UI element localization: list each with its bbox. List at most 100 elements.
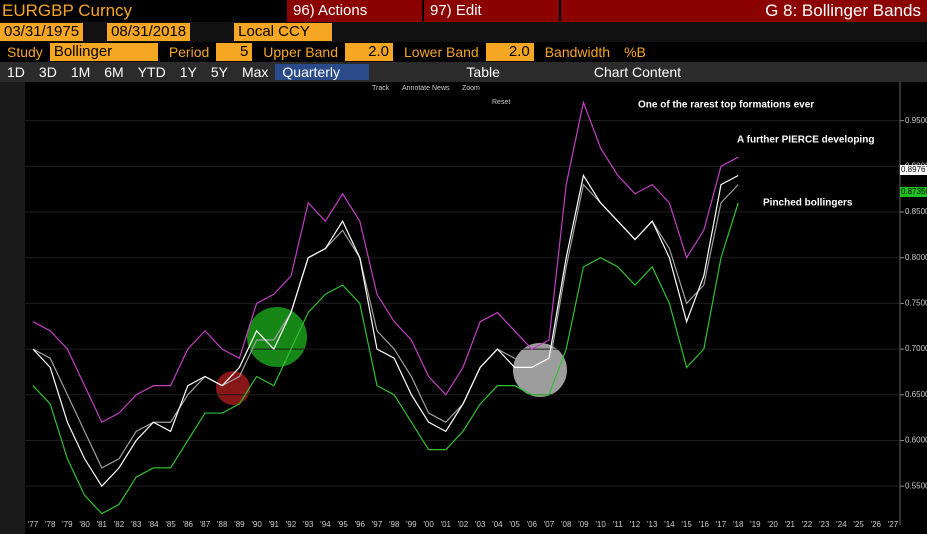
header-row: EURGBP Curncy 96) Actions 97) Edit G 8: … [0,0,927,22]
x-tick-label: '92 [286,520,297,529]
x-tick-label: '93 [303,520,314,529]
series-line [32,202,739,515]
y-tick-label: 0.85000 [905,207,927,216]
field[interactable]: Bollinger [49,43,158,61]
toolbar-button[interactable]: 1M [70,64,91,80]
x-tick-label: '08 [561,520,572,529]
series-line [32,183,739,469]
x-tick-label: '87 [200,520,211,529]
x-tick-label: '26 [871,520,882,529]
x-tick-label: '81 [97,520,108,529]
annotation: Pinched bollingers [763,198,853,209]
highlight-circle [247,307,307,367]
edit[interactable]: 97) Edit [424,0,559,22]
x-tick-label: '19 [750,520,761,529]
x-tick-label: '22 [802,520,813,529]
label: Period [168,44,210,60]
x-tick-label: '90 [251,520,262,529]
x-tick-label: '84 [148,520,159,529]
start-date[interactable]: 03/31/1975 [0,23,84,41]
x-tick-label: '79 [62,520,73,529]
label: Upper Band [263,44,338,60]
x-tick-label: '21 [785,520,796,529]
x-tick-label: '98 [389,520,400,529]
x-tick-label: '07 [544,520,555,529]
field[interactable]: 2.0 [345,43,393,61]
x-tick-label: '25 [853,520,864,529]
y-tick-label: 0.80000 [905,253,927,262]
x-tick-label: '99 [406,520,417,529]
x-tick-label: '13 [647,520,658,529]
annotation: A further PIERCE developing [737,135,874,146]
x-tick-label: '83 [131,520,142,529]
x-tick-label: '02 [458,520,469,529]
x-tick-label: '86 [183,520,194,529]
x-tick-label: '77 [28,520,39,529]
toolbar-button[interactable]: Table [466,64,500,80]
currency[interactable]: Local CCY [234,23,333,41]
actions[interactable]: 96) Actions [287,0,422,22]
y-tick-label: 0.70000 [905,344,927,353]
function: G 8: Bollinger Bands [561,0,927,22]
field[interactable]: 5 [216,43,253,61]
toolbar-button[interactable]: 1D [7,64,25,80]
x-tick-label: '17 [716,520,727,529]
x-tick-label: '97 [372,520,383,529]
x-tick-label: '95 [337,520,348,529]
x-tick-label: '23 [819,520,830,529]
field[interactable]: 2.0 [485,43,534,61]
x-tick-label: '11 [613,520,623,529]
x-tick-label: '82 [114,520,125,529]
x-tick-label: '80 [79,520,90,529]
end-date[interactable]: 08/31/2018 [107,23,191,41]
checkbox[interactable]: Bandwidth [544,44,611,60]
x-tick-label: '10 [595,520,606,529]
toolbar-button[interactable]: 1Y [179,64,197,80]
x-tick-label: '91 [269,520,280,529]
x-tick-label: '05 [509,520,520,529]
y-tick-label: 0.60000 [905,436,927,445]
x-tick-label: '88 [217,520,228,529]
chart-tool: News [432,85,450,92]
toolbar-button[interactable]: YTD [137,64,166,80]
highlight-circle [216,371,250,405]
chart-tool: Annotate [402,85,430,92]
annotation: One of the rarest top formations ever [638,100,814,111]
toolbar-button[interactable]: Max [241,64,269,80]
x-tick-label: '03 [475,520,486,529]
checkbox[interactable]: %B [624,44,646,60]
x-tick-label: '12 [630,520,641,529]
y-tick-label: 0.65000 [905,390,927,399]
toolbar-button[interactable]: 3D [38,64,57,80]
label: Study [7,44,43,60]
price-label: 0.87350 [901,187,927,196]
chart-tool: Reset [492,99,510,106]
security[interactable]: EURGBP Curncy [2,1,133,20]
date-row: 03/31/1975 08/31/2018 Local CCY [0,22,927,42]
x-tick-label: '09 [578,520,589,529]
toolbar-button[interactable]: 5Y [210,64,228,80]
price-tag [900,165,927,175]
y-tick-label: 0.75000 [905,299,927,308]
x-tick-label: '96 [355,520,366,529]
chart-tool: Zoom [462,85,480,92]
toolbar-button[interactable]: 6M [104,64,124,80]
series-line [32,173,739,488]
label: Lower Band [404,44,479,60]
toolbar-button[interactable]: Quarterly [275,64,370,80]
x-tick-label: '24 [836,520,847,529]
x-tick-label: '06 [527,520,538,529]
x-tick-label: '27 [888,520,899,529]
x-tick-label: '89 [234,520,245,529]
chart-tool: Track [372,85,390,92]
x-tick-label: '14 [664,520,675,529]
study-row: Study Bollinger Period 5 Upper Band 2.0 … [0,42,927,62]
toolbar-button[interactable]: Chart Content [593,64,682,80]
x-tick-label: '01 [441,520,452,529]
y-tick-label: 0.55000 [905,481,927,490]
side-toolbar [0,82,25,534]
x-tick-label: '94 [320,520,331,529]
x-tick-label: '15 [681,520,692,529]
